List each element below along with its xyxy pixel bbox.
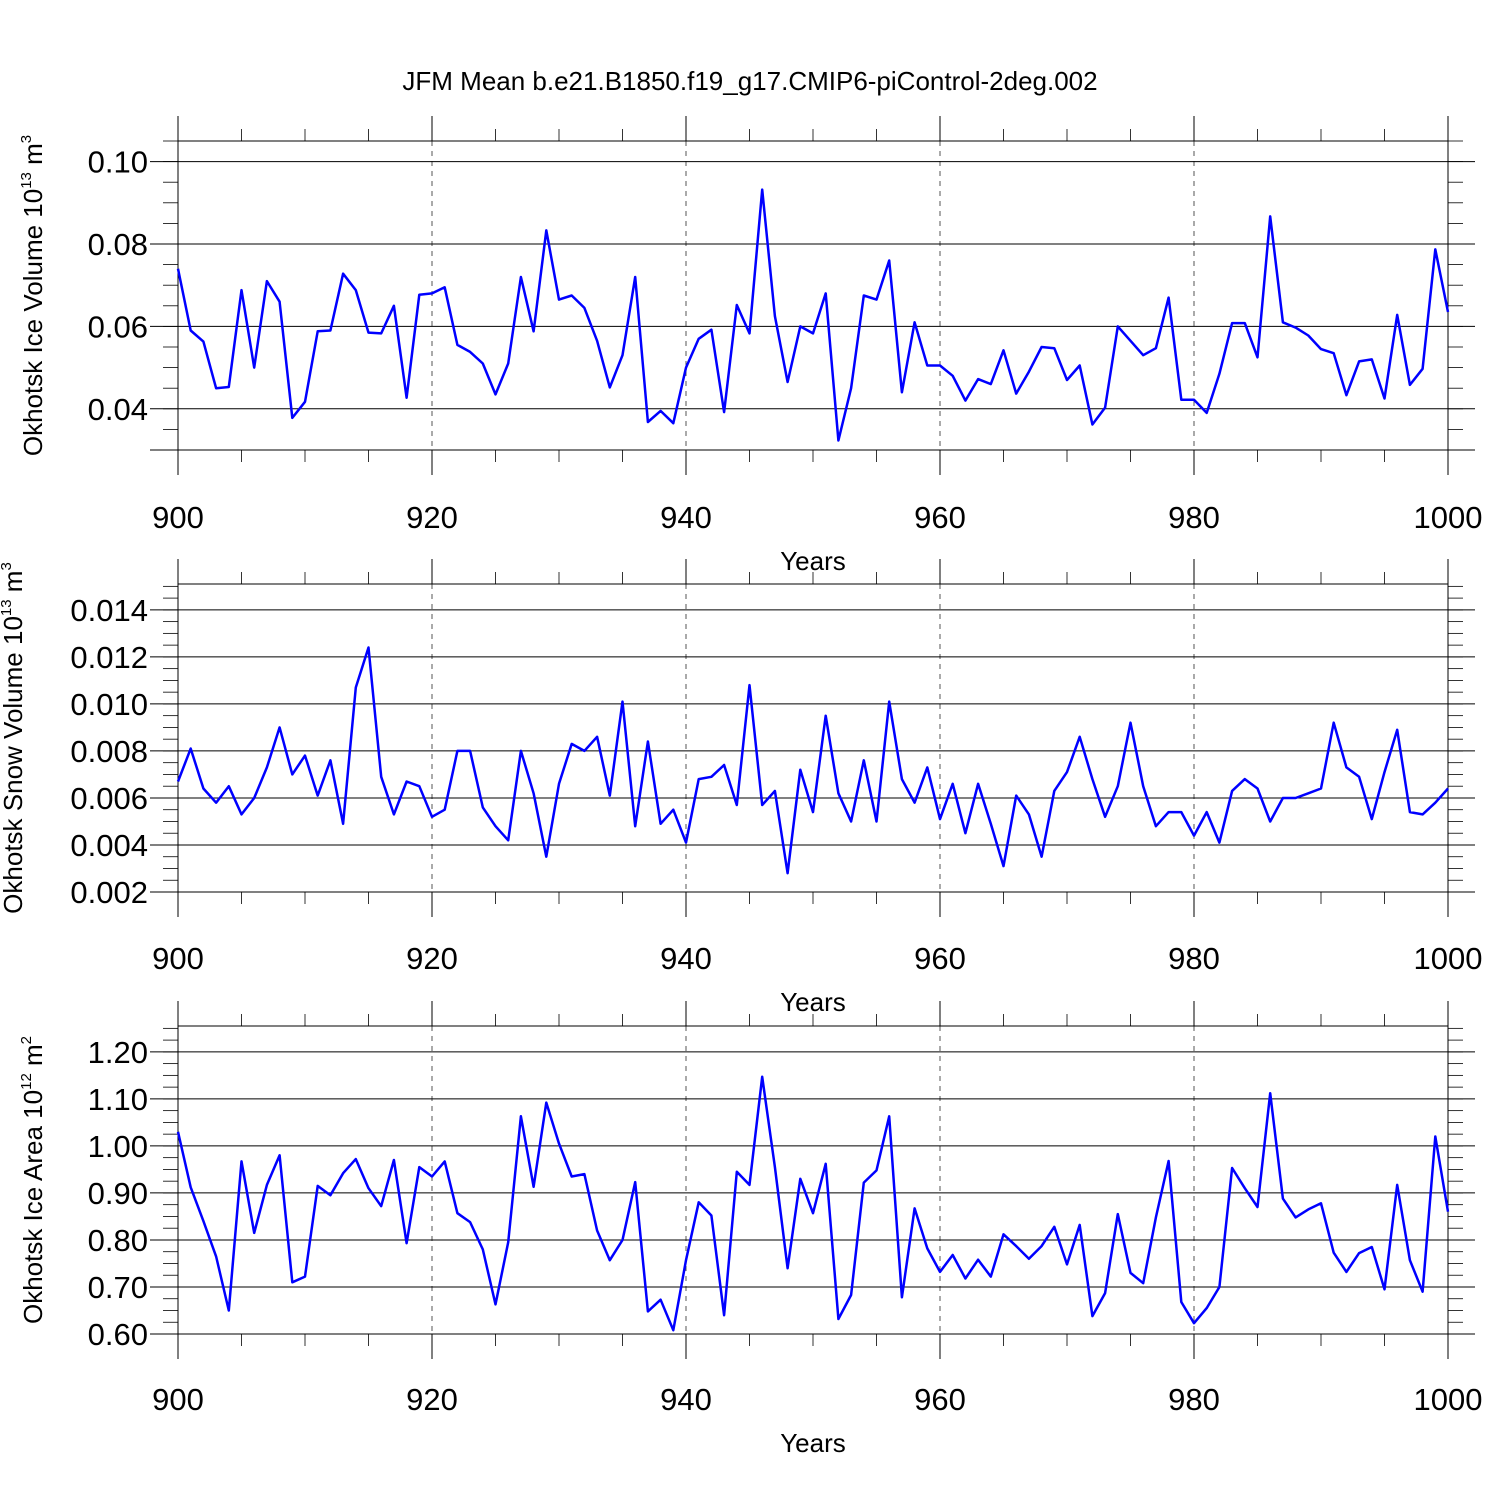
x-tick-label: 900 bbox=[152, 941, 204, 976]
x-axis-title: Years bbox=[780, 546, 846, 576]
y-tick-label: 0.004 bbox=[70, 828, 148, 863]
x-tick-label: 920 bbox=[406, 1382, 458, 1417]
y-tick-label: 0.10 bbox=[88, 145, 148, 180]
y-tick-label: 0.006 bbox=[70, 781, 148, 816]
x-tick-label: 940 bbox=[660, 1382, 712, 1417]
x-tick-label: 940 bbox=[660, 941, 712, 976]
x-tick-label: 960 bbox=[914, 941, 966, 976]
y-axis-title: Okhotsk Ice Volume 1013 m3 bbox=[18, 135, 48, 456]
panel-snow-volume: 0.002 0.004 0.006 0.008 0.010 0.012 0.014 900 92… bbox=[0, 559, 1482, 1017]
panel-ice-area: 0.60 0.70 0.80 0.90 1.00 1.10 1.20 900 920 940 960… bbox=[18, 1001, 1482, 1458]
y-tick-label: 1.00 bbox=[88, 1129, 148, 1164]
x-axis-title: Years bbox=[780, 987, 846, 1017]
y-tick-label: 0.60 bbox=[88, 1317, 148, 1352]
y-axis-title: Okhotsk Snow Volume 1013 m3 bbox=[0, 562, 28, 914]
y-tick-label: 0.014 bbox=[70, 593, 148, 628]
x-tick-label: 960 bbox=[914, 500, 966, 535]
panel-ice-volume: 0.04 0.06 0.08 0.10 900 920 940 960 980 1000 Years… bbox=[18, 116, 1482, 576]
x-tick-label: 1000 bbox=[1414, 1382, 1483, 1417]
x-tick-label: 980 bbox=[1168, 500, 1220, 535]
y-tick-label: 1.20 bbox=[88, 1035, 148, 1070]
x-tick-label: 940 bbox=[660, 500, 712, 535]
y-tick-label: 0.08 bbox=[88, 227, 148, 262]
series-line-ice-area bbox=[176, 1075, 1450, 1332]
y-tick-label: 0.008 bbox=[70, 734, 148, 769]
x-tick-label: 980 bbox=[1168, 1382, 1220, 1417]
x-tick-label: 1000 bbox=[1414, 500, 1483, 535]
series-line-snow-volume bbox=[176, 646, 1449, 875]
figure-title: JFM Mean b.e21.B1850.f19_g17.CMIP6-piCon… bbox=[402, 66, 1097, 96]
x-tick-label: 960 bbox=[914, 1382, 966, 1417]
y-tick-label: 1.10 bbox=[88, 1082, 148, 1117]
y-tick-label: 0.012 bbox=[70, 640, 148, 675]
y-tick-label: 0.90 bbox=[88, 1176, 148, 1211]
x-tick-label: 980 bbox=[1168, 941, 1220, 976]
y-axis-title: Okhotsk Ice Area 1012 m2 bbox=[18, 1036, 48, 1324]
y-tick-label: 0.70 bbox=[88, 1270, 148, 1305]
x-axis-title: Years bbox=[780, 1428, 846, 1458]
x-tick-label: 920 bbox=[406, 941, 458, 976]
y-tick-label: 0.04 bbox=[88, 392, 148, 427]
y-tick-label: 0.010 bbox=[70, 687, 148, 722]
y-tick-label: 0.002 bbox=[70, 875, 148, 910]
x-tick-label: 920 bbox=[406, 500, 458, 535]
x-tick-label: 900 bbox=[152, 500, 204, 535]
series-line-ice-volume bbox=[176, 188, 1450, 442]
x-tick-label: 900 bbox=[152, 1382, 204, 1417]
x-tick-label: 1000 bbox=[1414, 941, 1483, 976]
y-tick-label: 0.80 bbox=[88, 1223, 148, 1258]
y-tick-label: 0.06 bbox=[88, 309, 148, 344]
